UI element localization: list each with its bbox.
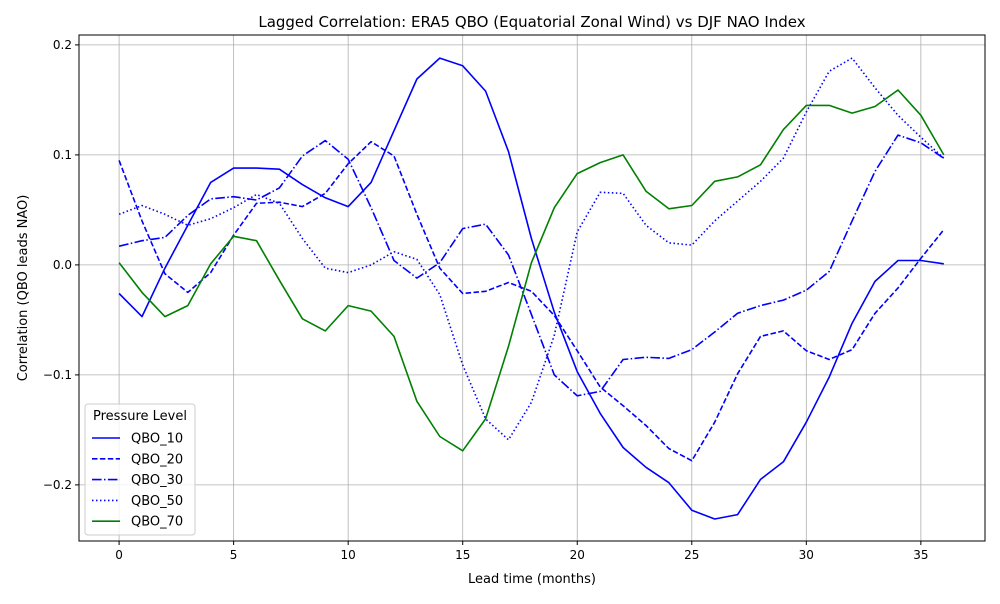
series-line-qbo-30 [118, 134, 945, 397]
legend: Pressure Level QBO_10 QBO_20 QBO_30 QBO_50 Q… [84, 403, 196, 536]
x-tick-label: 15 [455, 548, 470, 562]
axis-ticks: 0 5 10 15 20 25 30 35 −0.2 −0.1 0.0 0.1 0.2 [43, 38, 929, 562]
series-line-qbo-20 [118, 140, 945, 462]
series-lines [118, 57, 945, 520]
legend-label: QBO_50 [131, 494, 183, 509]
legend-label: QBO_30 [131, 473, 183, 488]
legend-label: QBO_10 [131, 432, 183, 447]
x-tick-label: 0 [115, 548, 123, 562]
legend-label: QBO_70 [131, 515, 183, 530]
y-axis-label: Correlation (QBO leads NAO) [16, 195, 31, 382]
series-line-qbo-10 [118, 57, 944, 520]
legend-box [84, 403, 196, 536]
x-tick-label: 10 [341, 548, 356, 562]
series-line-qbo-70 [118, 89, 945, 452]
y-tick-label: 0.1 [53, 148, 72, 162]
chart-title: Lagged Correlation: ERA5 QBO (Equatorial… [258, 13, 805, 31]
y-tick-label: −0.2 [43, 478, 72, 492]
x-tick-label: 5 [230, 548, 238, 562]
plot-frame [78, 34, 986, 542]
y-tick-label: −0.1 [43, 368, 72, 382]
x-tick-label: 20 [570, 548, 585, 562]
x-tick-label: 30 [799, 548, 814, 562]
x-tick-label: 25 [684, 548, 699, 562]
legend-title: Pressure Level [93, 409, 187, 424]
y-tick-label: 0.2 [53, 38, 72, 52]
series-line-qbo-50 [118, 57, 945, 441]
grid [79, 35, 985, 541]
x-tick-label: 35 [913, 548, 928, 562]
y-tick-label: 0.0 [53, 258, 72, 272]
legend-label: QBO_20 [131, 452, 183, 467]
x-axis-label: Lead time (months) [468, 572, 596, 587]
